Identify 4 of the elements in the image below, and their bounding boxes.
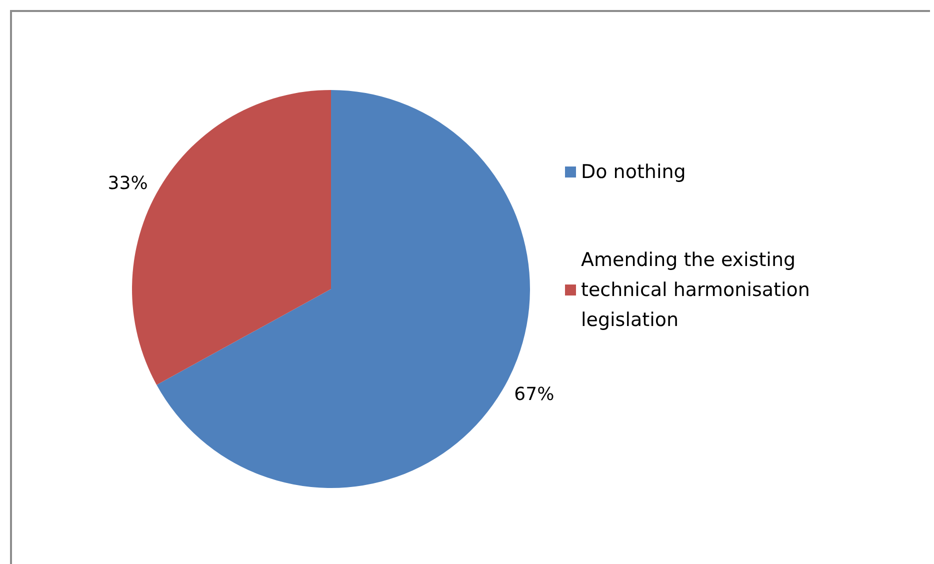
legend-label: Do nothing: [581, 161, 686, 183]
data-label: 67%: [514, 384, 554, 405]
data-label: 33%: [108, 173, 148, 194]
legend-label: Amending the existing technical harmonisation legislation: [581, 249, 816, 331]
